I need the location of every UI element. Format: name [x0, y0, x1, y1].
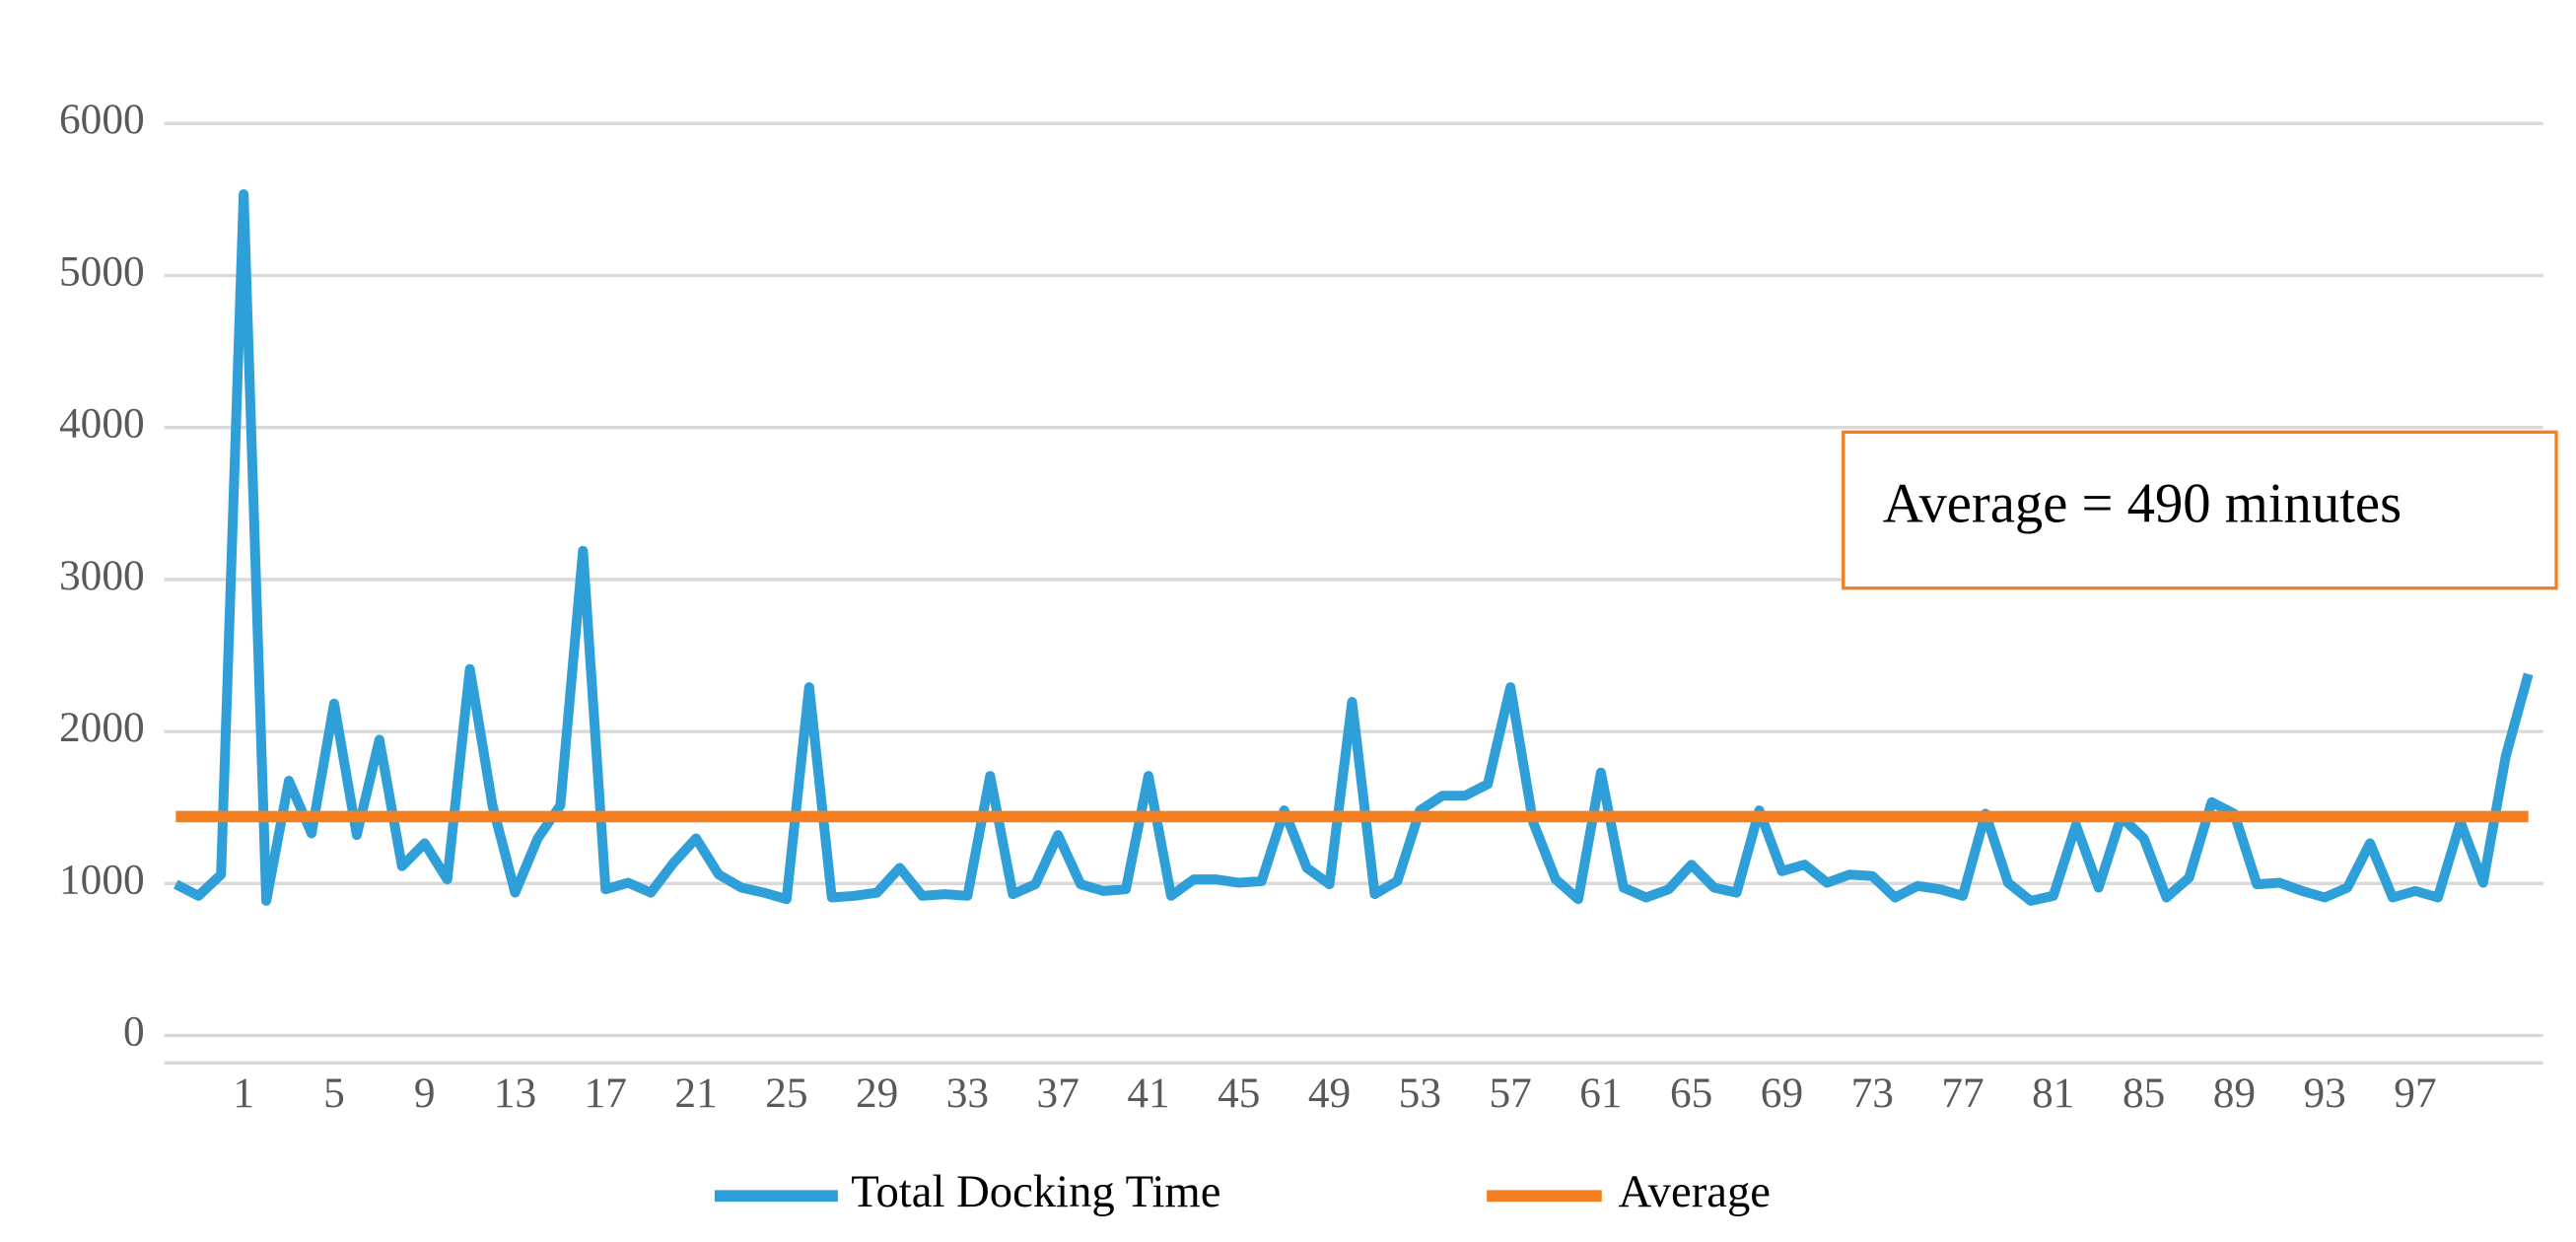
x-tick-label: 81: [2032, 1070, 2074, 1117]
x-tick-label: 1: [233, 1070, 254, 1117]
legend-label: Total Docking Time: [851, 1166, 1220, 1217]
x-tick-label: 29: [856, 1070, 898, 1117]
x-tick-label: 53: [1399, 1070, 1441, 1117]
x-tick-label: 61: [1579, 1070, 1622, 1117]
x-tick-label: 49: [1308, 1070, 1351, 1117]
x-tick-label: 13: [494, 1070, 536, 1117]
x-tick-label: 33: [946, 1070, 989, 1117]
y-tick-label: 0: [123, 1007, 145, 1055]
x-tick-label: 77: [1941, 1070, 1984, 1117]
y-tick-label: 3000: [59, 552, 145, 599]
x-tick-label: 93: [2304, 1070, 2346, 1117]
x-tick-label: 41: [1127, 1070, 1169, 1117]
x-tick-label: 73: [1851, 1070, 1894, 1117]
x-tick-label: 21: [674, 1070, 717, 1117]
y-tick-label: 1000: [59, 856, 145, 903]
x-tick-label: 89: [2213, 1070, 2256, 1117]
annotation: Average = 490 minutes: [1883, 474, 2402, 535]
y-tick-label: 6000: [59, 96, 145, 143]
legend-label: Average: [1618, 1166, 1771, 1217]
x-tick-label: 65: [1670, 1070, 1712, 1117]
y-tick-label: 2000: [59, 704, 145, 751]
x-tick-label: 5: [323, 1070, 345, 1117]
x-tick-label: 9: [414, 1070, 436, 1117]
annotation-box: [1842, 430, 2558, 590]
y-tick-label: 4000: [59, 400, 145, 448]
x-tick-label: 97: [2394, 1070, 2436, 1117]
x-tick-label: 37: [1037, 1070, 1079, 1117]
x-tick-label: 57: [1489, 1070, 1531, 1117]
x-tick-label: 25: [765, 1070, 807, 1117]
y-tick-label: 5000: [59, 247, 145, 295]
x-tick-label: 17: [585, 1070, 627, 1117]
data-line: [174, 189, 2534, 906]
x-tick-label: 45: [1218, 1070, 1260, 1117]
x-tick-label: 85: [2123, 1070, 2165, 1117]
x-tick-label: 69: [1761, 1070, 1803, 1117]
